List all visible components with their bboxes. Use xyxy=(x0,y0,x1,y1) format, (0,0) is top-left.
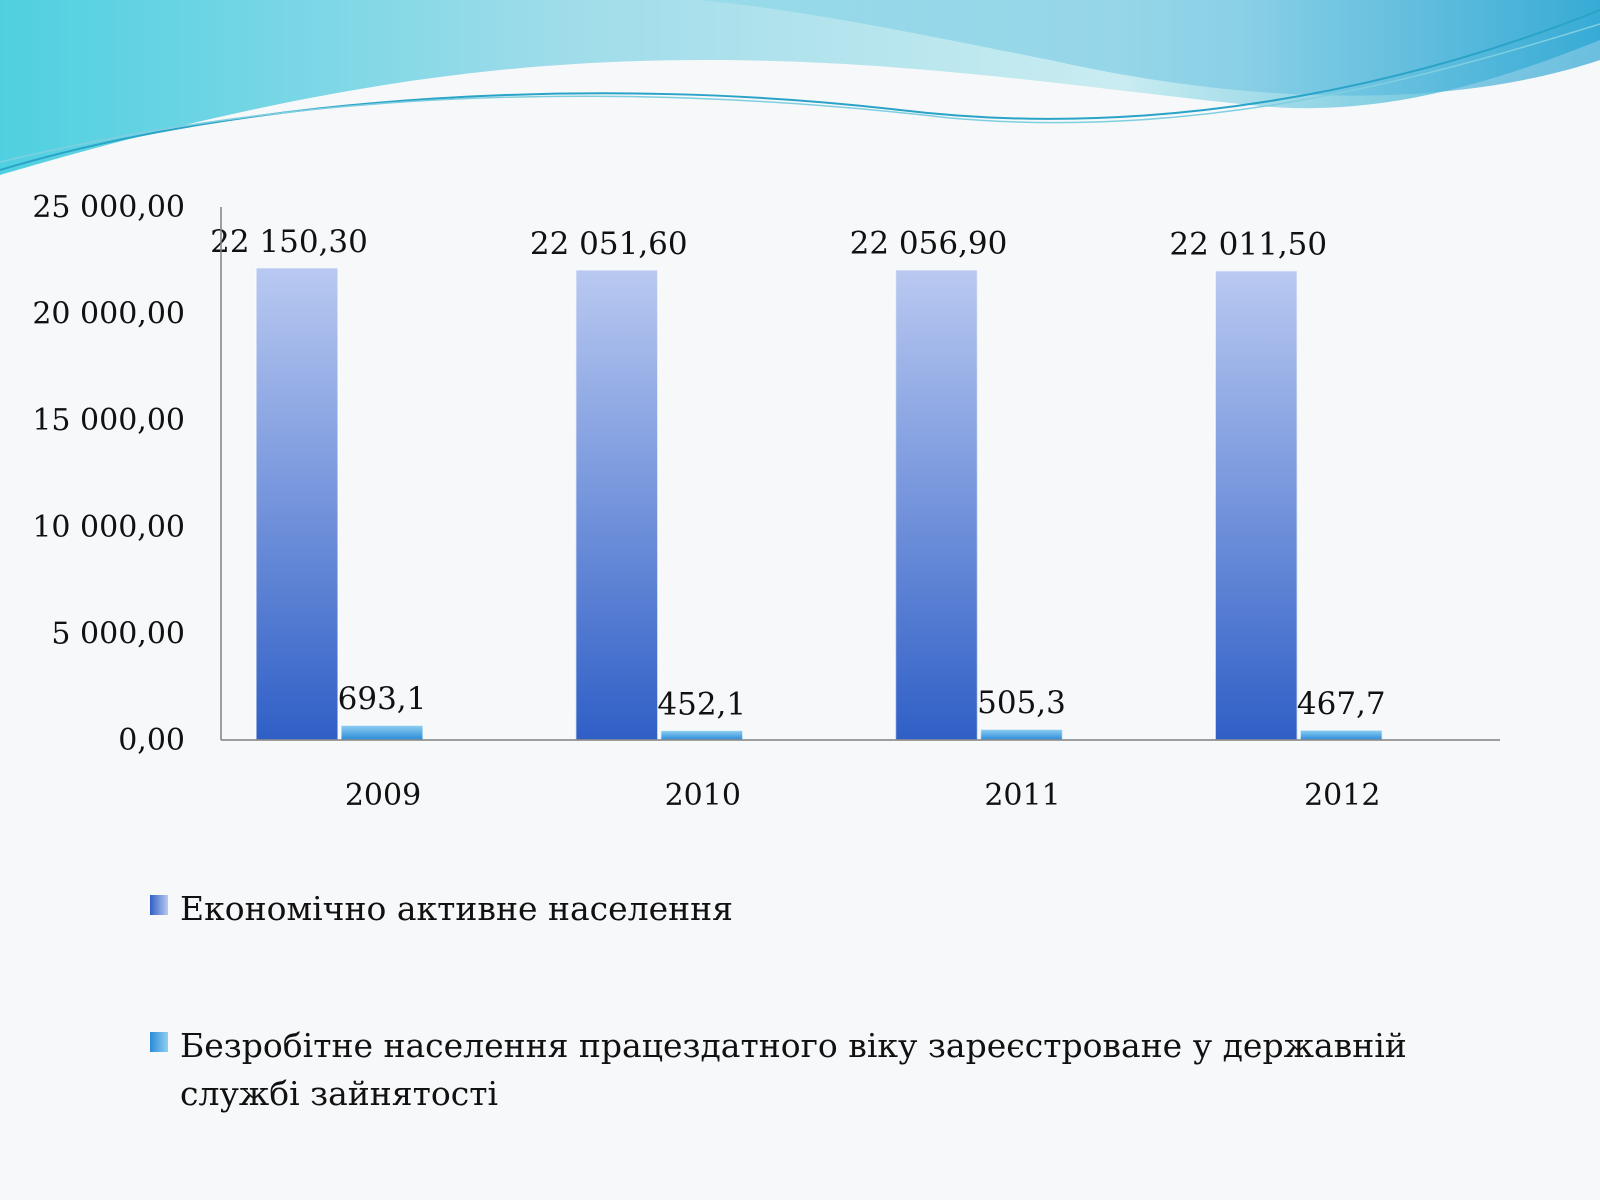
x-tick-label: 2012 xyxy=(1304,778,1380,813)
data-label: 452,1 xyxy=(657,686,746,722)
bar-unemployed xyxy=(660,729,744,741)
bar-economically-active xyxy=(1214,269,1298,741)
legend-label: Економічно активне населення xyxy=(180,889,733,928)
bars xyxy=(255,267,1383,741)
y-tick-label: 15 000,00 xyxy=(32,403,185,438)
y-tick-label: 10 000,00 xyxy=(32,510,185,545)
data-label: 22 051,60 xyxy=(530,226,688,262)
data-label: 22 011,50 xyxy=(1169,227,1327,263)
legend-swatch-series-2 xyxy=(150,1032,168,1052)
y-tick-label: 0,00 xyxy=(118,723,185,758)
bar-unemployed xyxy=(1299,729,1383,741)
y-tick-label: 25 000,00 xyxy=(32,190,185,225)
bar-unemployed xyxy=(340,724,424,741)
legend-item-unemployed: Безробітне населення працездатного віку … xyxy=(150,1022,1470,1118)
x-tick-label: 2009 xyxy=(345,778,421,813)
legend-label: Безробітне населення працездатного віку … xyxy=(180,1026,1407,1113)
header-wave-accent xyxy=(700,0,1600,96)
y-tick-label: 5 000,00 xyxy=(51,616,185,651)
wave-line-2 xyxy=(0,23,1600,163)
data-label: 22 150,30 xyxy=(210,224,368,260)
y-axis-ticks: 0,00 5 000,00 10 000,00 15 000,00 20 000,00 2… xyxy=(32,190,185,758)
data-label: 693,1 xyxy=(338,681,427,717)
bar-economically-active xyxy=(894,268,979,741)
data-labels: 22 150,30 693,1 22 051,60 452,1 22 056,90 505… xyxy=(210,224,1386,723)
data-label: 505,3 xyxy=(977,685,1066,721)
x-tick-label: 2010 xyxy=(665,778,741,813)
data-label: 22 056,90 xyxy=(850,226,1008,262)
bar-unemployed xyxy=(979,728,1064,741)
bar-economically-active xyxy=(575,269,659,741)
legend-item-economically-active: Економічно активне населення xyxy=(150,885,1470,933)
y-tick-label: 20 000,00 xyxy=(32,297,185,332)
bar-economically-active xyxy=(255,267,339,741)
data-label: 467,7 xyxy=(1297,686,1386,722)
x-tick-label: 2011 xyxy=(984,778,1060,813)
x-axis-labels: 2009 2010 2011 2012 xyxy=(345,778,1381,813)
legend-swatch-series-1 xyxy=(150,895,168,915)
